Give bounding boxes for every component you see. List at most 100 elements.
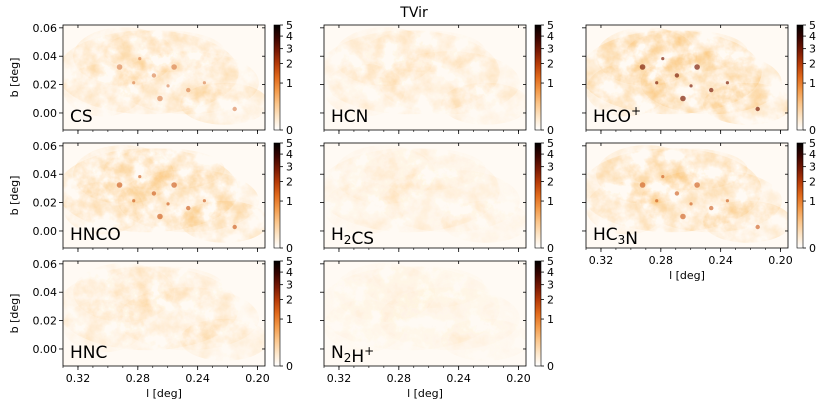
colorbar-tick-label: 2 bbox=[809, 176, 816, 189]
colorbar-tick-label: 3 bbox=[286, 279, 293, 292]
colorbar-tick-label: 5 bbox=[809, 19, 816, 32]
panel-HCO+: HCO+ 0 1 2 345 bbox=[582, 19, 816, 137]
colorbar-tick-label: 2 bbox=[547, 176, 554, 189]
emission-map bbox=[63, 145, 265, 243]
colorbar bbox=[534, 24, 542, 131]
panel-HNCO: HNCO 0.06 0.04 0.02 0.00 b [deg] 0 1 2 345 bbox=[8, 137, 293, 255]
colorbar-tick-label: 1 bbox=[547, 313, 554, 326]
colorbar-tick-label: 2 bbox=[286, 294, 293, 307]
panel-label: HNC bbox=[70, 343, 107, 363]
axes-frame bbox=[323, 24, 527, 131]
axes-frame bbox=[323, 142, 527, 249]
panel-label: HCN bbox=[331, 107, 368, 127]
colorbar-tick-label: 0 bbox=[286, 242, 293, 255]
colorbar-tick-label: 4 bbox=[286, 30, 293, 43]
emission-map bbox=[586, 27, 788, 125]
colorbar-tick-label: 4 bbox=[547, 148, 554, 161]
axes-frame bbox=[323, 260, 527, 367]
colorbar-tick-label: 5 bbox=[286, 255, 293, 268]
x-axis-label: l [deg] bbox=[669, 269, 705, 282]
colorbar-tick-label: 1 bbox=[286, 313, 293, 326]
colorbar-tick-label: 4 bbox=[547, 30, 554, 43]
y-tick-label: 0.02 bbox=[33, 197, 58, 210]
panel-CS: CS 0.06 0.04 0.02 0.00 b [deg] 0 1 2 345 bbox=[8, 19, 293, 137]
colorbar-tick-label: 3 bbox=[547, 279, 554, 292]
colorbar bbox=[273, 142, 281, 249]
x-tick-label: 0.20 bbox=[245, 372, 270, 385]
y-tick-label: 0.04 bbox=[33, 50, 58, 63]
colorbar-tick-label: 5 bbox=[547, 255, 554, 268]
x-axis-label: l [deg] bbox=[146, 387, 182, 400]
colorbar-tick-label: 1 bbox=[809, 77, 816, 90]
x-tick-label: 0.32 bbox=[66, 372, 91, 385]
axes-frame bbox=[62, 24, 266, 131]
y-tick-label: 0.06 bbox=[33, 140, 58, 153]
y-tick-label: 0.04 bbox=[33, 286, 58, 299]
colorbar-tick-label: 2 bbox=[809, 58, 816, 71]
colorbar-tick-label: 1 bbox=[809, 195, 816, 208]
colorbar bbox=[273, 24, 281, 131]
x-tick-label: 0.24 bbox=[446, 372, 471, 385]
colorbar-tick-label: 4 bbox=[286, 266, 293, 279]
colorbar-tick-label: 1 bbox=[286, 195, 293, 208]
axes-frame bbox=[585, 142, 789, 249]
colorbar bbox=[796, 142, 804, 249]
x-tick-label: 0.28 bbox=[126, 372, 151, 385]
x-tick-label: 0.20 bbox=[506, 372, 531, 385]
colorbar-tick-label: 3 bbox=[809, 161, 816, 174]
emission-map bbox=[324, 27, 526, 125]
panel-label: HC3N bbox=[593, 225, 638, 249]
y-tick-label: 0.00 bbox=[33, 343, 58, 356]
colorbar bbox=[796, 24, 804, 131]
emission-map bbox=[586, 145, 788, 243]
y-axis-label: b [deg] bbox=[8, 58, 21, 98]
colorbar bbox=[534, 260, 542, 367]
y-tick-label: 0.06 bbox=[33, 258, 58, 271]
x-tick-label: 0.32 bbox=[589, 254, 614, 267]
colorbar-tick-label: 5 bbox=[547, 137, 554, 150]
colorbar-tick-label: 1 bbox=[547, 77, 554, 90]
colorbar-tick-label: 0 bbox=[547, 242, 554, 255]
colorbar-tick-label: 4 bbox=[809, 148, 816, 161]
colorbar-tick-label: 5 bbox=[286, 19, 293, 32]
y-tick-label: 0.04 bbox=[33, 168, 58, 181]
colorbar-tick-label: 3 bbox=[547, 43, 554, 56]
panel-label: HCO+ bbox=[593, 104, 641, 127]
colorbar-tick-label: 5 bbox=[286, 137, 293, 150]
colorbar-tick-label: 2 bbox=[286, 58, 293, 71]
axes-frame bbox=[585, 24, 789, 131]
axes-frame bbox=[62, 260, 266, 367]
panel-HNC: HNC 0.32 0.28 0.24 0.20 l [deg] 0.06 0.04 0.02 0.… bbox=[8, 255, 293, 400]
panel-label: HNCO bbox=[70, 225, 121, 245]
colorbar-tick-label: 2 bbox=[547, 58, 554, 71]
panels: CS0.060.040.020.00b [deg]012345HCN012345… bbox=[8, 19, 816, 400]
panel-label: N2H+ bbox=[331, 343, 374, 367]
x-tick-label: 0.20 bbox=[768, 254, 793, 267]
colorbar bbox=[273, 260, 281, 367]
colorbar-tick-label: 5 bbox=[547, 19, 554, 32]
y-tick-label: 0.02 bbox=[33, 79, 58, 92]
colorbar-tick-label: 0 bbox=[809, 124, 816, 137]
y-tick-label: 0.00 bbox=[33, 225, 58, 238]
emission-map bbox=[63, 27, 265, 125]
panel-H2CS: H2CS 0 1 2 345 bbox=[320, 137, 554, 255]
x-tick-label: 0.28 bbox=[649, 254, 674, 267]
colorbar-tick-label: 4 bbox=[547, 266, 554, 279]
colorbar-tick-label: 0 bbox=[547, 124, 554, 137]
colorbar-tick-label: 3 bbox=[547, 161, 554, 174]
y-tick-label: 0.02 bbox=[33, 315, 58, 328]
colorbar-tick-label: 3 bbox=[809, 43, 816, 56]
axes-frame bbox=[62, 142, 266, 249]
colorbar-tick-label: 1 bbox=[547, 195, 554, 208]
y-axis-label: b [deg] bbox=[8, 294, 21, 334]
y-tick-label: 0.00 bbox=[33, 107, 58, 120]
panel-HCN: HCN 0 1 2 345 bbox=[320, 19, 554, 137]
colorbar bbox=[534, 142, 542, 249]
colorbar-tick-label: 4 bbox=[286, 148, 293, 161]
colorbar-tick-label: 0 bbox=[547, 360, 554, 373]
colorbar-tick-label: 2 bbox=[547, 294, 554, 307]
x-axis-label: l [deg] bbox=[407, 387, 443, 400]
colorbar-tick-label: 1 bbox=[286, 77, 293, 90]
colorbar-tick-label: 3 bbox=[286, 43, 293, 56]
